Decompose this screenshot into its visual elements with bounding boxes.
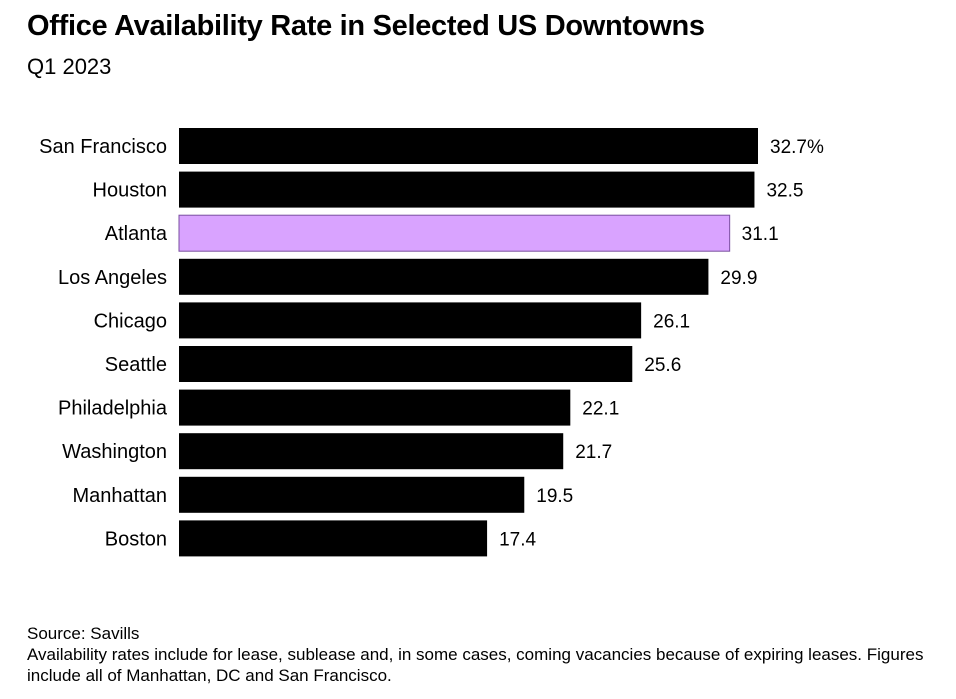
bar-seattle — [179, 346, 633, 382]
value-label-houston: 32.5 — [766, 181, 803, 202]
value-label-seattle: 25.6 — [644, 355, 681, 376]
bar-atlanta — [178, 214, 731, 252]
value-label-los-angeles: 29.9 — [720, 268, 757, 289]
category-label-los-angeles: Los Angeles — [58, 267, 167, 289]
category-label-philadelphia: Philadelphia — [58, 398, 168, 420]
value-label-chicago: 26.1 — [653, 311, 690, 332]
category-label-boston: Boston — [105, 528, 167, 550]
bar-washington — [179, 433, 564, 470]
category-label-seattle: Seattle — [105, 354, 167, 376]
category-label-manhattan: Manhattan — [72, 485, 167, 507]
category-label-san-francisco: San Francisco — [39, 136, 167, 158]
bar-san-francisco — [179, 128, 758, 164]
category-label-atlanta: Atlanta — [105, 223, 168, 245]
value-label-boston: 17.4 — [499, 529, 536, 550]
bar-chicago — [179, 302, 642, 339]
chart-footer: Source: Savills Availability rates inclu… — [27, 623, 952, 686]
chart-subtitle: Q1 2023 — [27, 54, 112, 79]
value-label-washington: 21.7 — [575, 442, 612, 463]
value-label-philadelphia: 22.1 — [582, 399, 619, 420]
chart-title: Office Availability Rate in Selected US … — [27, 10, 705, 42]
category-label-washington: Washington — [62, 441, 167, 463]
bar-chart: San Francisco 32.7% Houston 32.5 Atlanta 31.1… — [39, 128, 824, 557]
category-label-chicago: Chicago — [94, 310, 167, 332]
bar-philadelphia — [179, 389, 571, 426]
bar-manhattan — [179, 476, 525, 513]
bar-los-angeles — [179, 258, 709, 295]
bar-boston — [179, 520, 488, 557]
value-label-atlanta: 31.1 — [742, 224, 779, 245]
methodology-note: Availability rates include for lease, su… — [27, 645, 924, 685]
source-note: Source: Savills — [27, 624, 140, 643]
bar-houston — [179, 171, 755, 208]
value-label-san-francisco: 32.7% — [770, 137, 824, 158]
category-label-houston: Houston — [93, 180, 168, 202]
value-label-manhattan: 19.5 — [536, 486, 573, 507]
